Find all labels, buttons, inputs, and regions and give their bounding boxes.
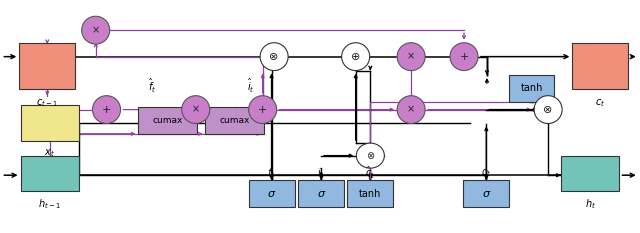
Text: ×: × <box>407 105 415 115</box>
Text: ⊗: ⊗ <box>269 52 279 62</box>
Text: $\sigma$: $\sigma$ <box>482 189 491 199</box>
Text: cumax: cumax <box>152 116 183 125</box>
Ellipse shape <box>182 96 210 123</box>
Ellipse shape <box>248 96 276 123</box>
Text: ⊕: ⊕ <box>351 52 360 62</box>
FancyBboxPatch shape <box>509 75 554 102</box>
Text: ×: × <box>407 52 415 62</box>
Text: +: + <box>460 52 468 62</box>
FancyBboxPatch shape <box>20 156 79 191</box>
FancyBboxPatch shape <box>19 43 76 89</box>
Ellipse shape <box>450 43 478 71</box>
Ellipse shape <box>534 96 562 123</box>
FancyBboxPatch shape <box>298 180 344 207</box>
FancyBboxPatch shape <box>248 180 294 207</box>
Text: tanh: tanh <box>520 83 543 93</box>
Text: +: + <box>258 105 268 115</box>
Text: $c_{t-1}$: $c_{t-1}$ <box>36 97 58 109</box>
Text: $f_t$: $f_t$ <box>268 166 276 180</box>
Text: $x_t$: $x_t$ <box>44 147 55 159</box>
Text: tanh: tanh <box>359 189 381 199</box>
Text: ×: × <box>92 25 100 35</box>
FancyBboxPatch shape <box>572 43 628 89</box>
Ellipse shape <box>356 143 385 168</box>
Text: $\sigma$: $\sigma$ <box>267 189 276 199</box>
Ellipse shape <box>342 43 370 71</box>
Text: +: + <box>102 105 111 115</box>
Ellipse shape <box>93 96 120 123</box>
Text: $\sigma$: $\sigma$ <box>317 189 326 199</box>
FancyBboxPatch shape <box>463 180 509 207</box>
Text: $c_t$: $c_t$ <box>595 97 605 109</box>
Text: $i_t$: $i_t$ <box>317 166 325 180</box>
Text: ⊗: ⊗ <box>543 105 553 115</box>
Text: $\hat{f}_t$: $\hat{f}_t$ <box>148 77 156 96</box>
Text: $o_t$: $o_t$ <box>481 168 492 179</box>
Text: $\hat{c}_t$: $\hat{c}_t$ <box>365 165 376 181</box>
Text: ⊗: ⊗ <box>366 151 374 161</box>
Text: $\hat{i}_t$: $\hat{i}_t$ <box>246 77 254 96</box>
FancyBboxPatch shape <box>205 107 264 134</box>
Text: $h_t$: $h_t$ <box>585 197 596 211</box>
Ellipse shape <box>397 96 425 123</box>
Text: $h_{t-1}$: $h_{t-1}$ <box>38 197 61 211</box>
FancyBboxPatch shape <box>138 107 197 134</box>
Ellipse shape <box>82 16 109 44</box>
Ellipse shape <box>260 43 288 71</box>
Ellipse shape <box>397 43 425 71</box>
Text: cumax: cumax <box>220 116 250 125</box>
FancyBboxPatch shape <box>20 105 79 141</box>
FancyBboxPatch shape <box>348 180 394 207</box>
FancyBboxPatch shape <box>561 156 620 191</box>
Text: ×: × <box>191 105 200 115</box>
